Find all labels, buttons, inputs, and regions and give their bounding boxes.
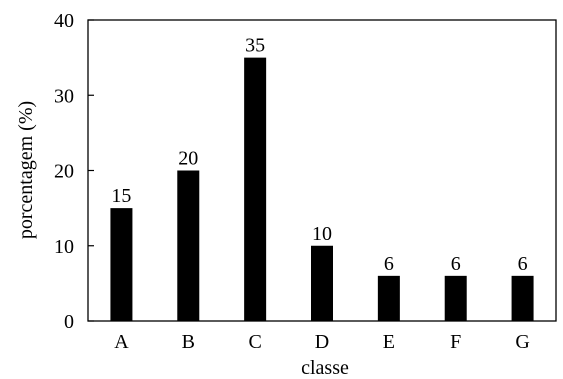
bar-F bbox=[444, 275, 467, 321]
bar-A bbox=[110, 208, 133, 321]
x-axis: A B C D E F G bbox=[114, 315, 530, 353]
x-tick-label: G bbox=[515, 331, 529, 353]
x-tick-label: C bbox=[248, 331, 261, 353]
bar-G bbox=[511, 275, 534, 321]
y-tick-label: 0 bbox=[64, 311, 74, 333]
y-axis: 0 10 20 30 40 bbox=[54, 10, 94, 333]
data-label-G: 6 bbox=[518, 253, 528, 275]
x-tick-label: E bbox=[383, 331, 395, 353]
data-label-F: 6 bbox=[451, 253, 461, 275]
y-tick-label: 30 bbox=[54, 85, 74, 107]
data-label-E: 6 bbox=[384, 253, 394, 275]
x-tick-label: F bbox=[450, 331, 461, 353]
data-label-C: 35 bbox=[245, 35, 265, 57]
data-label-A: 15 bbox=[111, 185, 131, 207]
x-axis-title: classe bbox=[301, 357, 349, 379]
y-tick-label: 10 bbox=[54, 236, 74, 258]
x-tick-label: B bbox=[182, 331, 195, 353]
bar-C bbox=[244, 57, 267, 321]
data-labels: 15 20 35 10 6 6 6 bbox=[111, 35, 527, 275]
bar-D bbox=[311, 245, 333, 321]
y-tick-label: 20 bbox=[54, 161, 74, 183]
y-axis-title: porcentagem (%) bbox=[15, 101, 37, 239]
y-tick-label: 40 bbox=[54, 10, 74, 32]
x-tick-label: D bbox=[315, 331, 329, 353]
data-label-B: 20 bbox=[178, 148, 198, 170]
data-label-D: 10 bbox=[312, 223, 332, 245]
bar-E bbox=[377, 275, 400, 321]
bar-B bbox=[177, 170, 200, 321]
x-tick-label: A bbox=[114, 331, 129, 353]
bars bbox=[110, 57, 534, 321]
